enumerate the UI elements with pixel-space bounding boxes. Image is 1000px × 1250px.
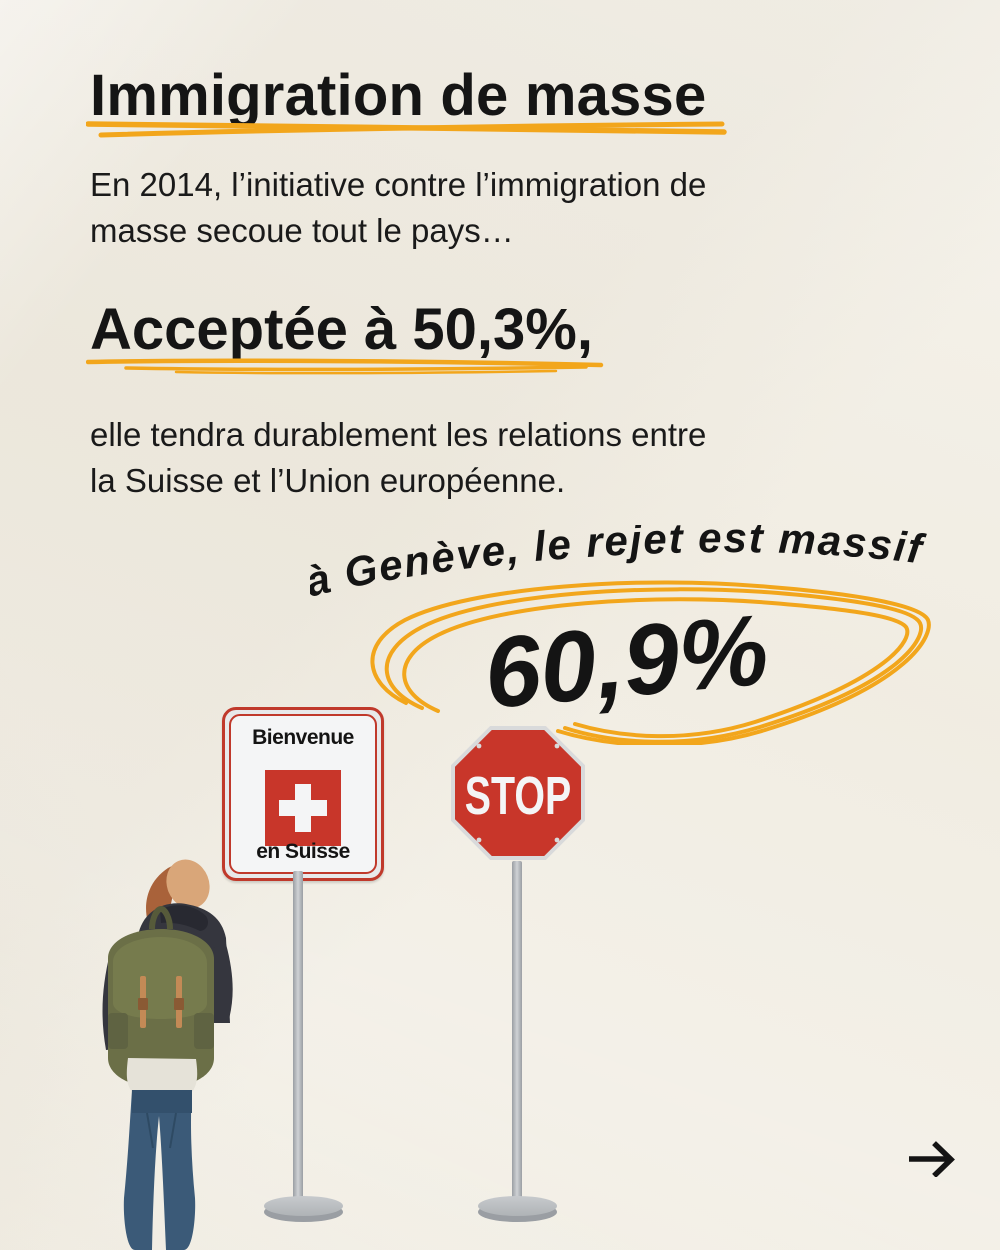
svg-text:STOP: STOP — [465, 765, 571, 825]
svg-text:60,9%: 60,9% — [480, 594, 772, 730]
